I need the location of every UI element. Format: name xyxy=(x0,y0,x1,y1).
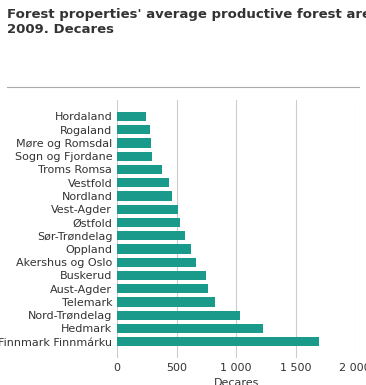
Bar xyxy=(117,284,208,293)
Bar xyxy=(117,271,206,280)
Bar xyxy=(117,231,185,240)
Bar xyxy=(117,324,264,333)
X-axis label: Decares: Decares xyxy=(213,378,259,385)
Bar xyxy=(117,191,172,201)
Bar xyxy=(117,337,319,346)
Bar xyxy=(117,244,191,254)
Bar xyxy=(117,165,163,174)
Bar xyxy=(117,204,178,214)
Bar xyxy=(117,125,150,134)
Bar xyxy=(117,178,169,187)
Bar xyxy=(117,138,151,147)
Text: Forest properties' average productive forest area, by county.
2009. Decares: Forest properties' average productive fo… xyxy=(7,8,366,36)
Bar xyxy=(117,258,195,267)
Bar xyxy=(117,297,214,306)
Bar xyxy=(117,311,240,320)
Bar xyxy=(117,152,152,161)
Bar xyxy=(117,218,180,227)
Bar xyxy=(117,112,146,121)
